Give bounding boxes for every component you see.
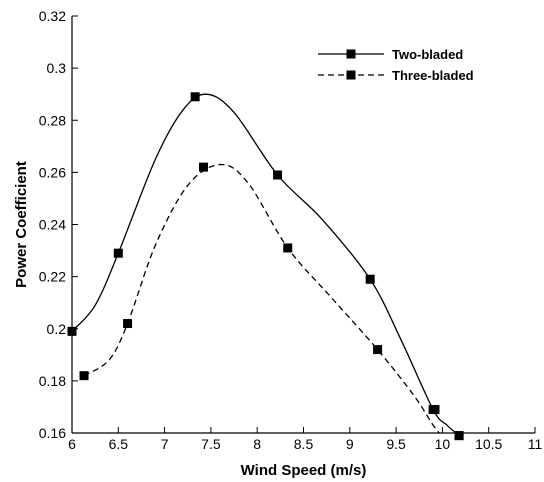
x-tick-label: 10.5 (475, 436, 502, 452)
legend-marker (346, 70, 356, 80)
x-axis-ticks: 6 6.5 7 7.5 8 8.5 9 9.5 10 10.5 11 (68, 427, 542, 452)
legend: Two-bladed Three-bladed (318, 47, 474, 83)
legend-label: Three-bladed (392, 68, 474, 83)
x-tick-label: 9 (346, 436, 354, 452)
y-tick-label: 0.18 (39, 373, 66, 389)
y-tick-label: 0.26 (39, 164, 66, 180)
legend-label: Two-bladed (392, 47, 463, 62)
legend-item-two-bladed: Two-bladed (318, 47, 463, 62)
y-axis-ticks: 0.16 0.18 0.2 0.22 0.24 0.26 0.28 0.3 0.32 (39, 8, 78, 441)
series-two-bladed (67, 92, 464, 441)
data-point-three-bladed (283, 243, 293, 253)
x-axis-title: Wind Speed (m/s) (241, 462, 367, 479)
y-tick-label: 0.16 (39, 425, 66, 441)
x-tick-label: 11 (528, 436, 543, 452)
data-point-three-bladed (79, 371, 89, 381)
x-tick-label: 7.5 (201, 436, 221, 452)
data-point-two-bladed (365, 274, 375, 284)
x-tick-label: 8.5 (294, 436, 314, 452)
series-three-bladed (79, 162, 464, 441)
y-tick-label: 0.3 (47, 60, 67, 76)
legend-marker (346, 49, 356, 59)
data-point-two-bladed (113, 248, 123, 258)
x-tick-label: 6.5 (109, 436, 129, 452)
data-point-three-bladed (198, 162, 208, 172)
series-layer (67, 92, 464, 441)
series-line-three-bladed (83, 163, 441, 433)
x-tick-label: 10 (435, 436, 451, 452)
data-point-two-bladed (273, 170, 283, 180)
legend-item-three-bladed: Three-bladed (318, 68, 474, 83)
data-point-three-bladed (373, 345, 383, 355)
series-line-two-bladed (72, 93, 457, 433)
y-tick-label: 0.28 (39, 112, 66, 128)
y-axis-title: Power Coefficient (13, 161, 30, 288)
data-point-two-bladed (190, 92, 200, 102)
data-point-three-bladed (454, 431, 464, 441)
y-tick-label: 0.22 (39, 269, 66, 285)
x-tick-label: 8 (253, 436, 261, 452)
y-tick-label: 0.32 (39, 8, 66, 24)
y-tick-label: 0.24 (39, 217, 66, 233)
x-tick-label: 9.5 (386, 436, 406, 452)
data-point-three-bladed (123, 319, 133, 329)
data-point-three-bladed (430, 405, 440, 415)
y-tick-label: 0.2 (47, 321, 67, 337)
x-tick-label: 6 (68, 436, 76, 452)
data-point-two-bladed (67, 326, 77, 336)
x-tick-label: 7 (161, 436, 169, 452)
